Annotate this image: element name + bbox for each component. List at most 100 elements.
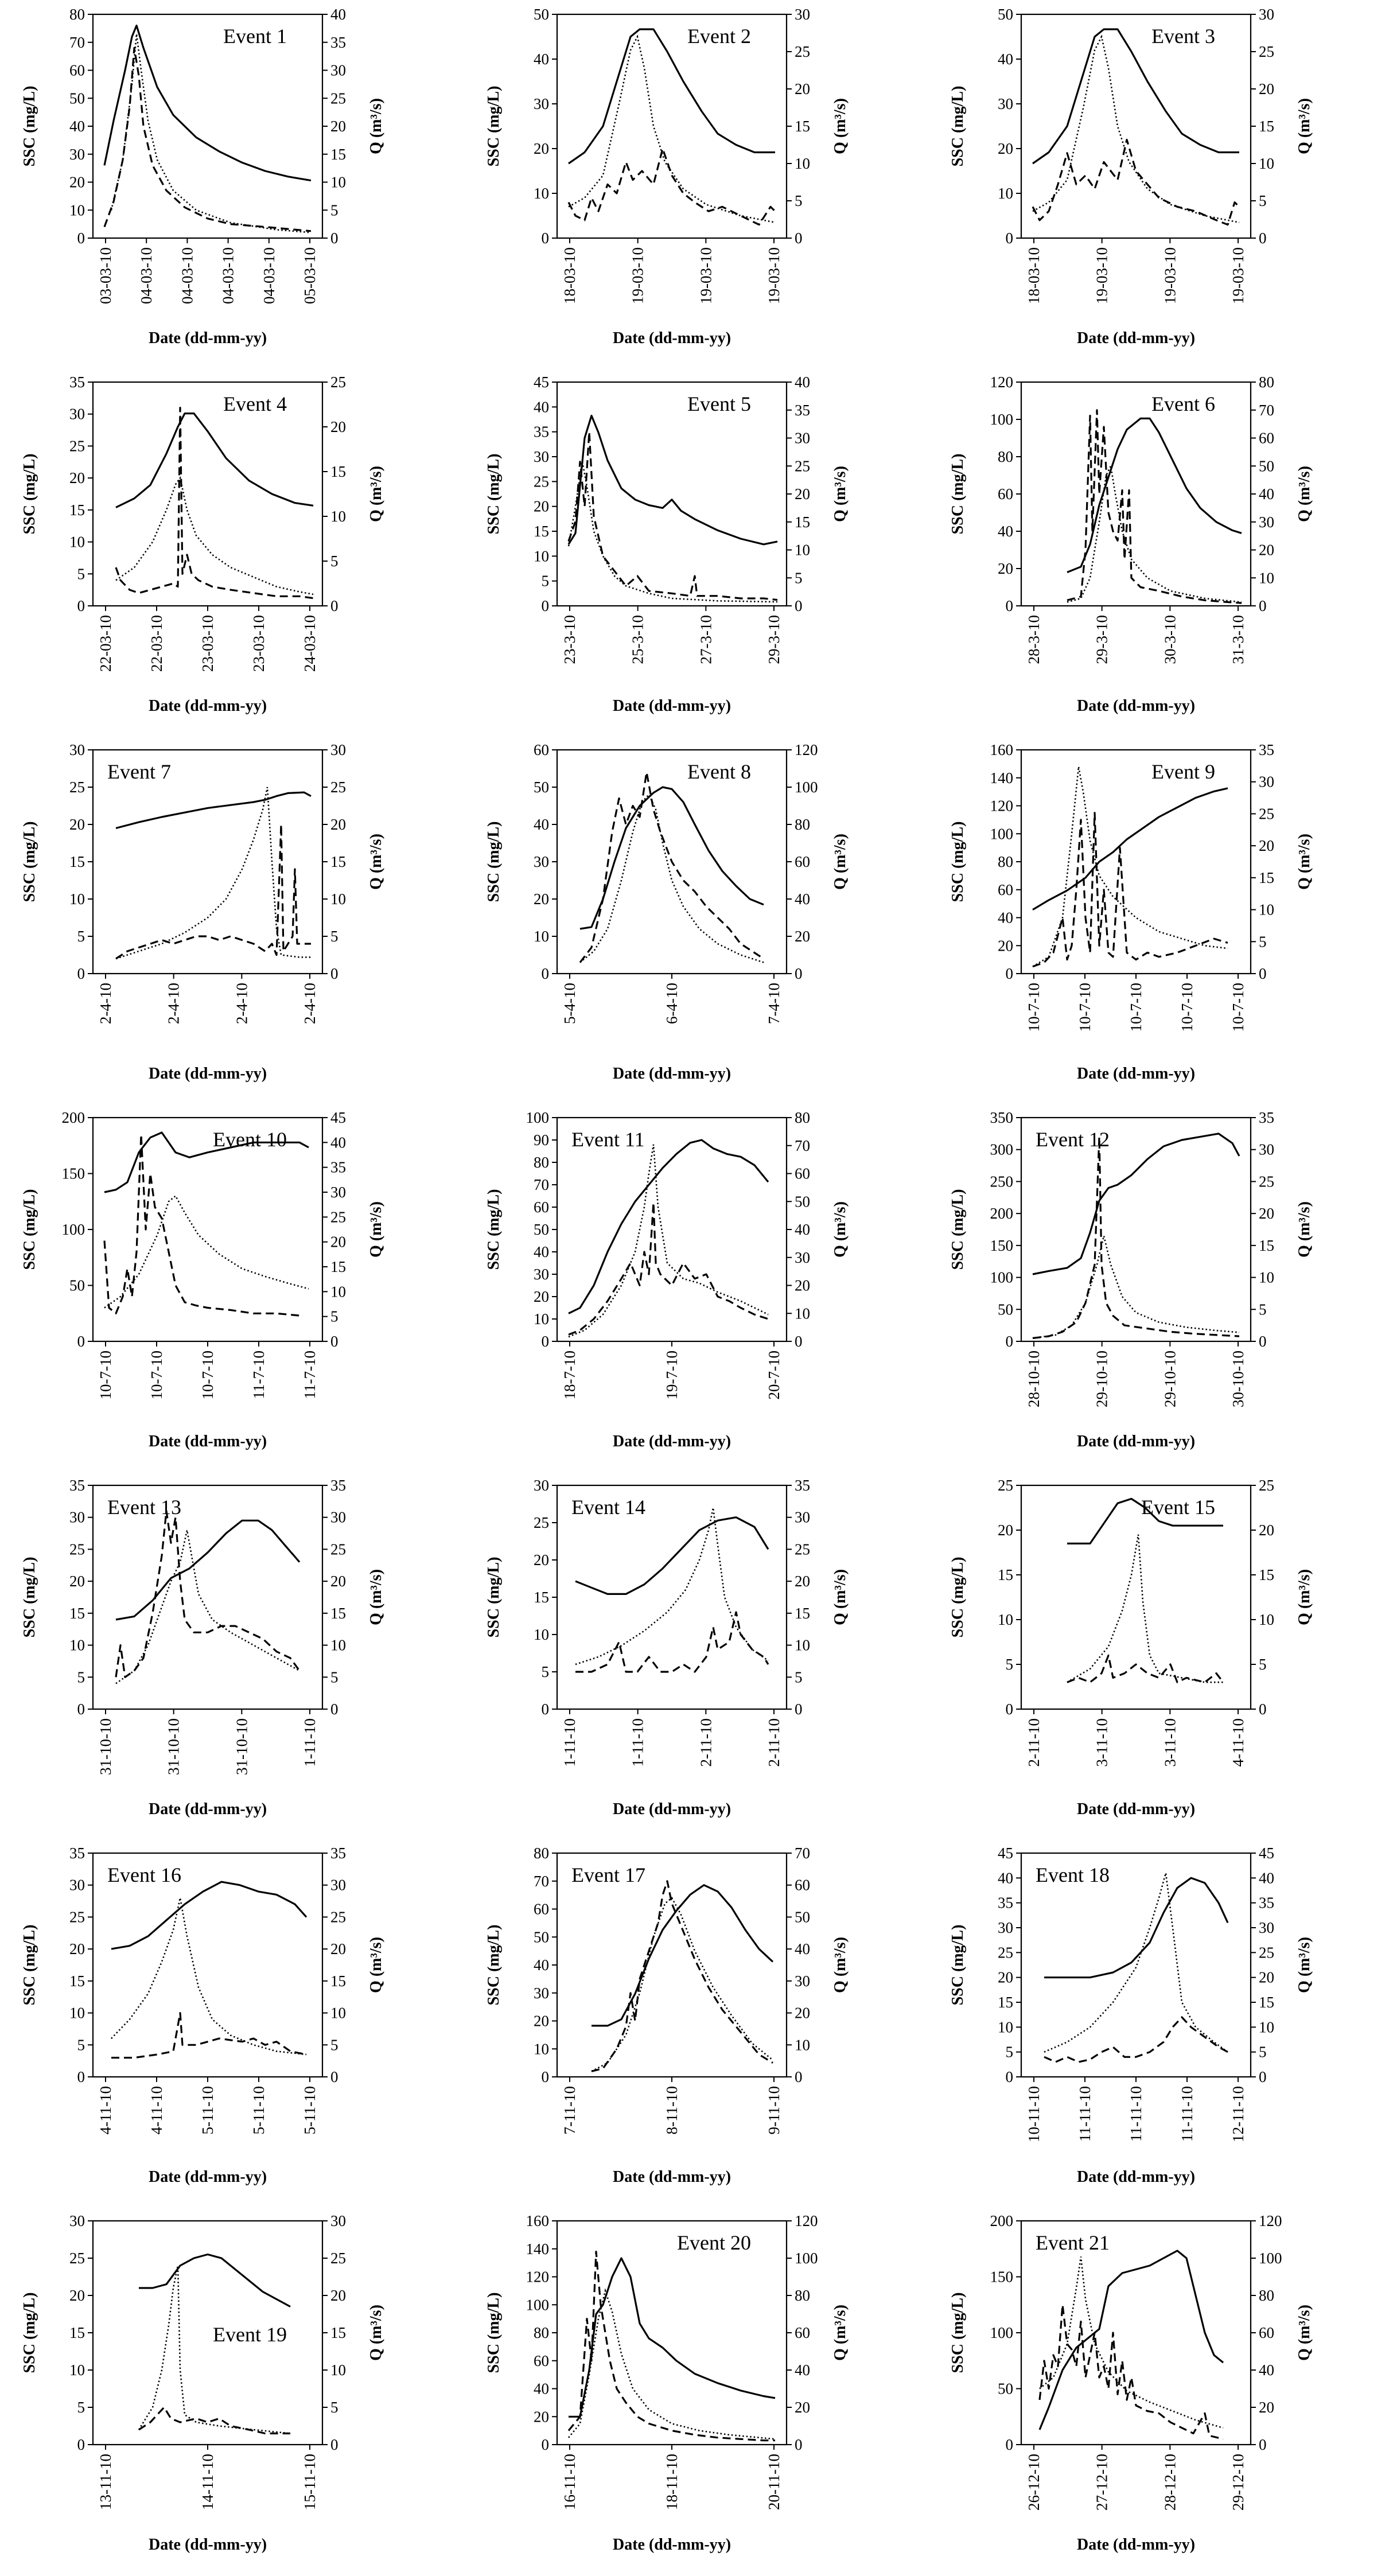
x-tick-label: 19-03-10 bbox=[697, 247, 714, 304]
y-tick-label: 25 bbox=[69, 437, 85, 454]
y-tick-label: 0 bbox=[1006, 229, 1014, 247]
y2-axis-title: Q (m³/s) bbox=[1295, 1569, 1313, 1625]
chart-svg: 0 5 10 15 20 25 30 35 0 5 10 15 20 25 22-03-10 22-03-10… bbox=[21, 373, 385, 715]
y-tick-label: 0 bbox=[77, 2068, 85, 2085]
y2-tick-label: 60 bbox=[1259, 430, 1274, 447]
y-tick-label: 10 bbox=[69, 1637, 85, 1654]
y2-axis-title: Q (m³/s) bbox=[831, 1937, 849, 1993]
y2-tick-label: 20 bbox=[1259, 837, 1274, 854]
event-title: Event 18 bbox=[1036, 1863, 1110, 1886]
x-tick-label: 10-7-10 bbox=[97, 1351, 114, 1399]
x-tick-label: 23-3-10 bbox=[561, 615, 578, 664]
y-tick-label: 80 bbox=[69, 6, 85, 23]
y-tick-label: 5 bbox=[542, 573, 550, 590]
plot-frame bbox=[1020, 1116, 1252, 1343]
y2-tick-label: 5 bbox=[1259, 1301, 1267, 1318]
y2-tick-label: 5 bbox=[1259, 1656, 1267, 1673]
series-dashed-observed-ssc bbox=[103, 46, 312, 232]
y-axis-title: SSC (mg/L) bbox=[21, 1189, 38, 1270]
series-dotted-modelled-ssc bbox=[591, 1897, 773, 2072]
x-tick-label: 18-03-10 bbox=[1025, 247, 1042, 304]
y-tick-label: 5 bbox=[77, 928, 85, 945]
event-title: Event 11 bbox=[571, 1128, 645, 1151]
plot-frame bbox=[556, 2220, 788, 2446]
y2-tick-label: 10 bbox=[1259, 1611, 1274, 1628]
series-solid-q bbox=[115, 1519, 301, 1621]
y2-tick-label: 50 bbox=[1259, 457, 1274, 474]
x-tick-label: 29-10-10 bbox=[1094, 1351, 1111, 1407]
x-tick-label: 10-7-10 bbox=[1076, 983, 1094, 1032]
chart-svg: 0 5 10 15 20 25 30 35 0 5 10 15 20 25 30 35 31-10-10 31-1… bbox=[21, 1477, 385, 1818]
y-axis-title: SSC (mg/L) bbox=[949, 454, 967, 535]
plot-frame bbox=[1020, 1852, 1252, 2078]
y-axis-title: SSC (mg/L) bbox=[949, 822, 967, 902]
series-dashed-observed-ssc bbox=[567, 147, 776, 226]
series-dashed-observed-ssc bbox=[103, 1133, 300, 1317]
chart-svg: 0 10 20 30 40 50 60 0 20 40 60 80 100 120 5-4-10 6-4-10… bbox=[485, 741, 849, 1083]
x-tick-label: 05-03-10 bbox=[301, 247, 318, 304]
chart-panel-19: 0 5 10 15 20 25 30 0 5 10 15 20 25 30 13-11-10 14-11-10… bbox=[0, 2207, 464, 2574]
series-dotted-modelled-ssc bbox=[1032, 766, 1228, 967]
x-tick-label: 27-12-10 bbox=[1094, 2454, 1111, 2511]
chart-svg: 0 10 20 30 40 50 0 5 10 15 20 25 30 18-03-10 19-03-10 1… bbox=[949, 6, 1313, 347]
series-dashed-observed-ssc bbox=[579, 771, 764, 963]
plot-frame bbox=[556, 1116, 788, 1343]
series-dashed-observed-ssc bbox=[138, 2406, 290, 2435]
x-tick-label: 31-10-10 bbox=[97, 1718, 114, 1775]
y2-tick-label: 5 bbox=[1259, 933, 1267, 950]
x-axis-title: Date (dd-mm-yy) bbox=[1077, 2168, 1195, 2186]
y-tick-label: 150 bbox=[990, 1237, 1014, 1254]
series-solid-q bbox=[568, 1139, 769, 1314]
y-tick-label: 150 bbox=[62, 1165, 85, 1182]
x-tick-label: 10-11-10 bbox=[1025, 2086, 1042, 2142]
series-solid-q bbox=[1044, 1877, 1229, 1979]
y2-tick-label: 0 bbox=[330, 229, 338, 247]
chart-svg: 0 50 100 150 200 250 300 350 0 5 10 15 20 25 30 35 28-10… bbox=[949, 1109, 1313, 1450]
y-tick-label: 15 bbox=[69, 1972, 85, 1990]
series-dotted-modelled-ssc bbox=[567, 2288, 776, 2440]
y-tick-label: 60 bbox=[534, 1901, 549, 1918]
y-tick-label: 30 bbox=[69, 146, 85, 163]
plot-frame bbox=[92, 749, 324, 975]
x-tick-label: 4-11-10 bbox=[148, 2086, 165, 2134]
chart-panel-2: 0 10 20 30 40 50 0 5 10 15 20 25 30 18-03-10 19-03-10 1… bbox=[464, 0, 928, 368]
y-tick-label: 50 bbox=[998, 2380, 1013, 2398]
x-axis-title: Date (dd-mm-yy) bbox=[149, 697, 267, 715]
y2-tick-label: 10 bbox=[1259, 155, 1274, 172]
x-tick-label: 04-03-10 bbox=[138, 247, 155, 304]
y2-tick-label: 25 bbox=[1259, 805, 1274, 822]
y-tick-label: 30 bbox=[69, 406, 85, 423]
y2-tick-label: 10 bbox=[795, 1305, 810, 1322]
y-tick-label: 25 bbox=[998, 1477, 1013, 1494]
y2-tick-label: 35 bbox=[1259, 741, 1274, 758]
event-title: Event 13 bbox=[107, 1496, 181, 1519]
y2-tick-label: 0 bbox=[1259, 229, 1267, 247]
x-tick-label: 22-03-10 bbox=[148, 615, 165, 672]
y-tick-label: 100 bbox=[62, 1221, 85, 1238]
series-dotted-modelled-ssc bbox=[1039, 2256, 1224, 2429]
y-tick-label: 15 bbox=[69, 1605, 85, 1622]
y-tick-label: 30 bbox=[998, 1919, 1013, 1936]
y2-tick-label: 0 bbox=[330, 965, 338, 982]
y2-tick-label: 5 bbox=[330, 201, 338, 219]
y-tick-label: 60 bbox=[534, 1198, 549, 1216]
y2-tick-label: 15 bbox=[1259, 1566, 1274, 1583]
y-tick-label: 5 bbox=[1006, 1656, 1014, 1673]
x-axis-title: Date (dd-mm-yy) bbox=[613, 2168, 731, 2186]
y2-tick-label: 25 bbox=[330, 1908, 346, 1925]
x-tick-label: 13-11-10 bbox=[97, 2454, 114, 2510]
y2-tick-label: 50 bbox=[795, 1193, 810, 1210]
y2-tick-label: 5 bbox=[330, 1308, 338, 1325]
y-tick-label: 100 bbox=[990, 1269, 1014, 1286]
y2-tick-label: 30 bbox=[1259, 513, 1274, 531]
y2-tick-label: 0 bbox=[330, 2436, 338, 2453]
y2-tick-label: 20 bbox=[1259, 542, 1274, 559]
y2-axis-title: Q (m³/s) bbox=[367, 466, 385, 522]
x-tick-label: 15-11-10 bbox=[301, 2454, 318, 2510]
y-tick-label: 20 bbox=[69, 1573, 85, 1590]
y2-tick-label: 30 bbox=[795, 430, 810, 447]
chart-panel-12: 0 50 100 150 200 250 300 350 0 5 10 15 20 25 30 35 28-10… bbox=[928, 1103, 1392, 1471]
y2-tick-label: 15 bbox=[330, 1972, 346, 1990]
y2-tick-label: 120 bbox=[795, 741, 818, 758]
event-title: Event 17 bbox=[571, 1863, 645, 1886]
